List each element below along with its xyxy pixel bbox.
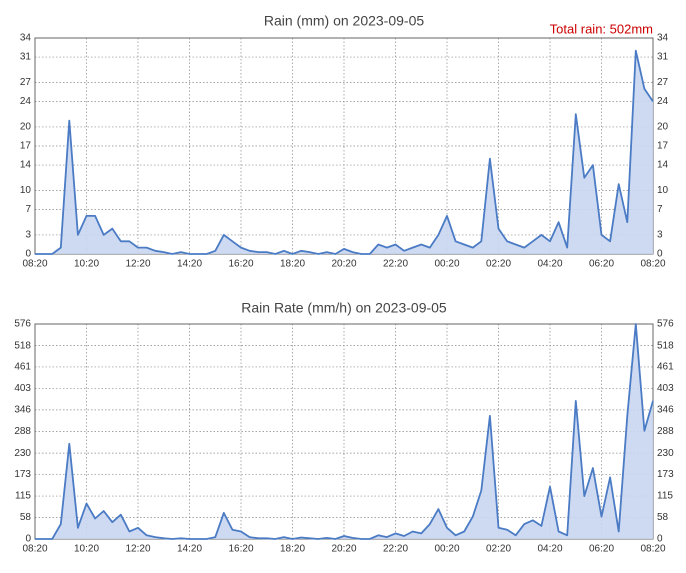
x-tick-label: 14:20 xyxy=(177,544,202,555)
y-tick-label: 10 xyxy=(20,185,32,196)
y2-tick-label: 3 xyxy=(657,230,663,241)
y-tick-label: 346 xyxy=(14,404,31,415)
x-tick-label: 12:20 xyxy=(125,259,150,270)
y2-tick-label: 24 xyxy=(657,96,669,107)
y2-tick-label: 0 xyxy=(657,249,663,260)
x-tick-label: 04:20 xyxy=(537,544,562,555)
y-tick-label: 230 xyxy=(14,448,31,459)
x-tick-label: 16:20 xyxy=(228,259,253,270)
x-tick-label: 20:20 xyxy=(331,259,356,270)
x-tick-label: 22:20 xyxy=(383,259,408,270)
y2-tick-label: 518 xyxy=(657,340,674,351)
y-tick-label: 288 xyxy=(14,426,31,437)
y2-tick-label: 346 xyxy=(657,404,674,415)
x-tick-label: 02:20 xyxy=(486,544,511,555)
y2-tick-label: 576 xyxy=(657,319,674,330)
x-tick-label: 22:20 xyxy=(383,544,408,555)
y-tick-label: 173 xyxy=(14,469,31,480)
x-tick-label: 08:20 xyxy=(640,259,665,270)
y2-tick-label: 17 xyxy=(657,141,669,152)
y2-tick-label: 461 xyxy=(657,362,674,373)
x-tick-label: 00:20 xyxy=(434,259,459,270)
y-tick-label: 24 xyxy=(20,96,32,107)
x-tick-label: 10:20 xyxy=(74,544,99,555)
x-tick-label: 00:20 xyxy=(434,544,459,555)
y-tick-label: 403 xyxy=(14,383,31,394)
x-tick-label: 08:20 xyxy=(22,259,47,270)
y-tick-label: 576 xyxy=(14,319,31,330)
x-tick-label: 04:20 xyxy=(537,259,562,270)
y2-tick-label: 0 xyxy=(657,534,663,545)
y2-tick-label: 403 xyxy=(657,383,674,394)
y-tick-label: 3 xyxy=(25,230,31,241)
x-tick-label: 18:20 xyxy=(280,259,305,270)
chart-title: Rain (mm) on 2023-09-05 xyxy=(264,13,425,29)
chart-title: Rain Rate (mm/h) on 2023-09-05 xyxy=(241,300,447,316)
y-tick-label: 14 xyxy=(20,160,32,171)
y-tick-label: 461 xyxy=(14,362,31,373)
x-tick-label: 06:20 xyxy=(589,544,614,555)
y2-tick-label: 31 xyxy=(657,52,669,63)
y2-tick-label: 10 xyxy=(657,185,669,196)
y-tick-label: 34 xyxy=(20,33,32,44)
y-tick-label: 7 xyxy=(25,204,31,215)
x-tick-label: 10:20 xyxy=(74,259,99,270)
y2-tick-label: 27 xyxy=(657,77,669,88)
area-fill xyxy=(35,50,653,255)
x-tick-label: 08:20 xyxy=(640,544,665,555)
y2-tick-label: 14 xyxy=(657,160,669,171)
y-tick-label: 0 xyxy=(25,534,31,545)
x-tick-label: 12:20 xyxy=(125,544,150,555)
y2-tick-label: 58 xyxy=(657,512,669,523)
data-line xyxy=(35,49,654,255)
y-tick-label: 17 xyxy=(20,141,32,152)
x-tick-label: 02:20 xyxy=(486,259,511,270)
y-tick-label: 58 xyxy=(20,512,32,523)
x-tick-label: 14:20 xyxy=(177,259,202,270)
x-tick-label: 16:20 xyxy=(228,544,253,555)
x-tick-label: 06:20 xyxy=(589,259,614,270)
y-tick-label: 0 xyxy=(25,249,31,260)
y-tick-label: 20 xyxy=(20,122,32,133)
y2-tick-label: 173 xyxy=(657,469,674,480)
y-tick-label: 27 xyxy=(20,77,32,88)
x-tick-label: 18:20 xyxy=(280,544,305,555)
y-tick-label: 115 xyxy=(15,491,31,502)
x-tick-label: 08:20 xyxy=(22,544,47,555)
y-tick-label: 518 xyxy=(14,340,31,351)
y-tick-label: 31 xyxy=(20,52,32,63)
y2-tick-label: 20 xyxy=(657,122,669,133)
y2-tick-label: 115 xyxy=(657,491,673,502)
y2-tick-label: 288 xyxy=(657,426,674,437)
y2-tick-label: 7 xyxy=(657,204,663,215)
x-tick-label: 20:20 xyxy=(331,544,356,555)
data-line xyxy=(35,323,654,540)
total-annotation: Total rain: 502mm xyxy=(550,21,653,36)
y2-tick-label: 34 xyxy=(657,33,669,44)
y2-tick-label: 230 xyxy=(657,448,674,459)
